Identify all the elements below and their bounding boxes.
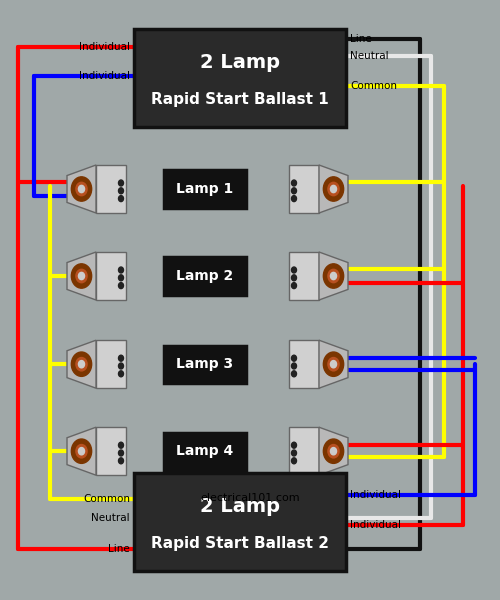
Bar: [289, 165, 319, 213]
Text: Line: Line: [350, 34, 372, 44]
Text: Common: Common: [350, 80, 397, 91]
Bar: [96, 427, 126, 475]
Text: Line: Line: [108, 544, 130, 554]
Circle shape: [328, 445, 339, 458]
Circle shape: [292, 180, 296, 186]
Circle shape: [330, 185, 336, 193]
Circle shape: [72, 352, 92, 376]
Circle shape: [292, 371, 296, 377]
Polygon shape: [319, 427, 348, 475]
Bar: [289, 252, 319, 300]
FancyBboxPatch shape: [134, 473, 346, 571]
Bar: [96, 340, 126, 388]
Polygon shape: [67, 252, 96, 300]
Circle shape: [76, 269, 87, 283]
Circle shape: [324, 352, 344, 376]
Circle shape: [330, 448, 336, 455]
Text: Common: Common: [83, 494, 130, 504]
Text: Individual: Individual: [350, 490, 401, 500]
Circle shape: [292, 275, 296, 281]
Text: Individual: Individual: [79, 71, 130, 81]
Circle shape: [118, 458, 124, 464]
Circle shape: [76, 445, 87, 458]
Circle shape: [118, 371, 124, 377]
Text: Neutral: Neutral: [92, 513, 130, 523]
Polygon shape: [319, 165, 348, 213]
Circle shape: [118, 267, 124, 273]
Circle shape: [292, 442, 296, 448]
FancyBboxPatch shape: [134, 29, 346, 127]
Text: Rapid Start Ballast 2: Rapid Start Ballast 2: [151, 536, 329, 551]
Circle shape: [76, 182, 87, 196]
Circle shape: [118, 450, 124, 456]
Text: Neutral: Neutral: [350, 51, 389, 61]
Text: Lamp 4: Lamp 4: [176, 444, 234, 458]
Text: Individual: Individual: [79, 42, 130, 52]
Circle shape: [292, 283, 296, 289]
Polygon shape: [67, 165, 96, 213]
Polygon shape: [67, 427, 96, 475]
Bar: [289, 427, 319, 475]
Circle shape: [292, 363, 296, 369]
Circle shape: [324, 177, 344, 201]
Circle shape: [118, 363, 124, 369]
Text: 2 Lamp: 2 Lamp: [200, 53, 280, 72]
Text: Rapid Start Ballast 1: Rapid Start Ballast 1: [151, 92, 329, 107]
Circle shape: [292, 355, 296, 361]
Circle shape: [292, 196, 296, 202]
Polygon shape: [319, 340, 348, 388]
Circle shape: [330, 272, 336, 280]
Circle shape: [76, 358, 87, 371]
Circle shape: [292, 267, 296, 273]
FancyBboxPatch shape: [164, 346, 246, 383]
Text: Lamp 3: Lamp 3: [176, 357, 234, 371]
Bar: [96, 165, 126, 213]
Circle shape: [72, 439, 92, 463]
Text: electrical101.com: electrical101.com: [200, 493, 300, 503]
Text: Individual: Individual: [350, 520, 401, 530]
Text: Lamp 2: Lamp 2: [176, 269, 234, 283]
Bar: [96, 252, 126, 300]
Circle shape: [118, 283, 124, 289]
Bar: [289, 340, 319, 388]
Circle shape: [118, 196, 124, 202]
Circle shape: [118, 275, 124, 281]
Circle shape: [292, 458, 296, 464]
Circle shape: [324, 264, 344, 288]
Circle shape: [328, 358, 339, 371]
Circle shape: [118, 355, 124, 361]
Circle shape: [78, 361, 84, 368]
Circle shape: [78, 272, 84, 280]
Text: 2 Lamp: 2 Lamp: [200, 497, 280, 516]
Text: Lamp 1: Lamp 1: [176, 182, 234, 196]
Polygon shape: [67, 340, 96, 388]
FancyBboxPatch shape: [164, 433, 246, 470]
Circle shape: [328, 269, 339, 283]
Circle shape: [118, 442, 124, 448]
Circle shape: [72, 177, 92, 201]
Circle shape: [324, 439, 344, 463]
Circle shape: [72, 264, 92, 288]
Circle shape: [78, 185, 84, 193]
Polygon shape: [319, 252, 348, 300]
Circle shape: [292, 450, 296, 456]
Circle shape: [328, 182, 339, 196]
Circle shape: [118, 188, 124, 194]
Circle shape: [292, 188, 296, 194]
FancyBboxPatch shape: [164, 257, 246, 295]
Circle shape: [118, 180, 124, 186]
FancyBboxPatch shape: [164, 170, 246, 208]
Circle shape: [330, 361, 336, 368]
Circle shape: [78, 448, 84, 455]
